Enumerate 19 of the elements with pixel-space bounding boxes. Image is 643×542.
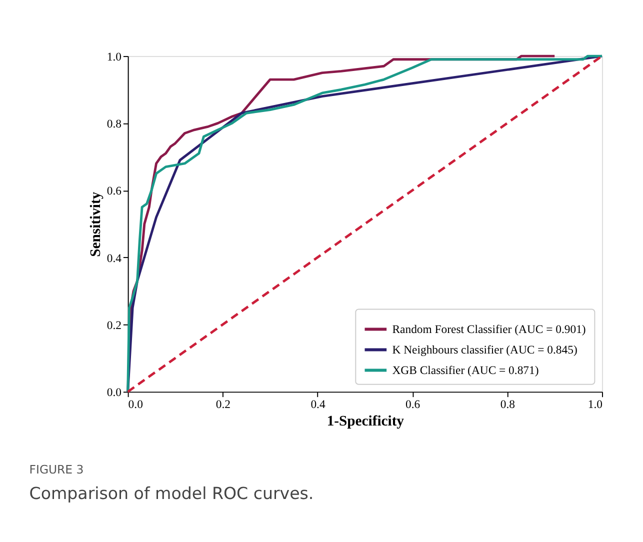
y-tick-label: 0.2 bbox=[106, 318, 122, 332]
y-tick-label: 1.0 bbox=[106, 50, 122, 64]
x-tick-label: 1.0 bbox=[588, 398, 603, 411]
x-tick-label: 0.8 bbox=[500, 398, 516, 411]
x-axis-title: 1-Specificity bbox=[326, 413, 405, 430]
y-tick-label: 0.8 bbox=[106, 118, 122, 131]
text: Comparison of model ROC curves. bbox=[29, 484, 314, 504]
y-tick-label: 0.6 bbox=[106, 184, 122, 198]
legend-label: Random Forest Classifier (AUC = 0.901) bbox=[392, 323, 586, 336]
y-tick-label: 0.0 bbox=[106, 386, 122, 400]
caption: FIGURE 3 bbox=[29, 462, 84, 477]
x-tick-label: 0.0 bbox=[128, 398, 144, 411]
legend-label: XGB Classifier (AUC = 0.871) bbox=[392, 364, 539, 378]
x-tick-label: 0.6 bbox=[406, 398, 420, 411]
x-tick-label: 0.2 bbox=[216, 398, 231, 411]
legend-label: K Neighbours classifier (AUC = 0.845) bbox=[392, 344, 578, 357]
y-axis-title: Sensitivity bbox=[88, 191, 104, 257]
x-tick-label: 0.4 bbox=[310, 398, 326, 411]
y-tick-label: 0.4 bbox=[106, 252, 122, 265]
